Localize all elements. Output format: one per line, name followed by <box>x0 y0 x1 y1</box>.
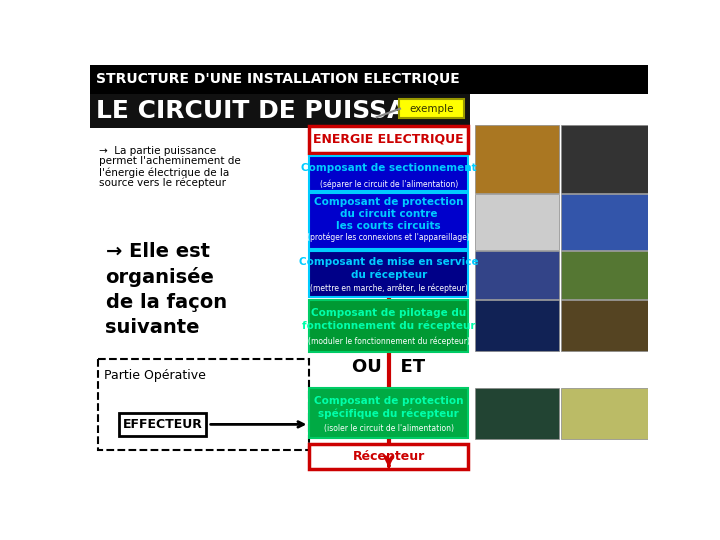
Bar <box>561 125 648 193</box>
Text: Récepteur: Récepteur <box>353 450 425 463</box>
Text: Composant de sectionnement: Composant de sectionnement <box>301 164 477 173</box>
FancyBboxPatch shape <box>310 251 468 298</box>
Text: (mettre en marche, arrêter, le récepteur): (mettre en marche, arrêter, le récepteur… <box>310 284 467 293</box>
Bar <box>475 388 559 439</box>
FancyBboxPatch shape <box>399 99 464 118</box>
Bar <box>475 194 559 249</box>
Bar <box>561 388 648 439</box>
Bar <box>561 300 648 351</box>
Text: permet l'acheminement de: permet l'acheminement de <box>99 157 241 166</box>
FancyBboxPatch shape <box>310 156 468 191</box>
Text: Partie Opérative: Partie Opérative <box>104 369 206 382</box>
Text: Composant de mise en service
du récepteur: Composant de mise en service du récepteu… <box>299 258 479 280</box>
Bar <box>475 251 559 299</box>
Text: exemple: exemple <box>410 104 454 114</box>
Text: ENERGIE ELECTRIQUE: ENERGIE ELECTRIQUE <box>313 133 464 146</box>
Text: (isoler le circuit de l'alimentation): (isoler le circuit de l'alimentation) <box>324 424 454 433</box>
FancyBboxPatch shape <box>310 126 468 153</box>
FancyBboxPatch shape <box>120 413 206 436</box>
Text: → Elle est
organisée
de la façon
suivante: → Elle est organisée de la façon suivant… <box>106 242 227 338</box>
Text: Composant de pilotage du
fonctionnement du récepteur: Composant de pilotage du fonctionnement … <box>302 308 475 331</box>
Text: LE CIRCUIT DE PUISSANCE: LE CIRCUIT DE PUISSANCE <box>96 99 463 123</box>
Text: →  La partie puissance: → La partie puissance <box>99 146 217 156</box>
Bar <box>561 194 648 249</box>
Text: OU   ET: OU ET <box>352 359 426 376</box>
Text: STRUCTURE D'UNE INSTALLATION ELECTRIQUE: STRUCTURE D'UNE INSTALLATION ELECTRIQUE <box>96 72 460 86</box>
Bar <box>475 125 559 193</box>
Bar <box>90 65 648 94</box>
Text: source vers le récepteur: source vers le récepteur <box>99 178 226 188</box>
Text: (moduler le fonctionnement du récepteur): (moduler le fonctionnement du récepteur) <box>307 337 469 346</box>
Text: Composant de protection
du circuit contre
les courts circuits: Composant de protection du circuit contr… <box>314 198 464 232</box>
Text: (protéger les connexions et l'appareillage): (protéger les connexions et l'appareilla… <box>307 233 470 242</box>
Text: (séparer le circuit de l'alimentation): (séparer le circuit de l'alimentation) <box>320 179 458 189</box>
FancyBboxPatch shape <box>310 193 468 249</box>
Text: EFFECTEUR: EFFECTEUR <box>123 418 203 431</box>
FancyBboxPatch shape <box>310 300 468 352</box>
Text: l'énergie électrique de la: l'énergie électrique de la <box>99 167 230 178</box>
FancyBboxPatch shape <box>310 444 468 469</box>
Bar <box>90 94 469 128</box>
Text: Composant de protection
spécifique du récepteur: Composant de protection spécifique du ré… <box>314 396 464 418</box>
Bar <box>475 300 559 351</box>
Bar <box>561 251 648 299</box>
FancyBboxPatch shape <box>310 388 468 438</box>
